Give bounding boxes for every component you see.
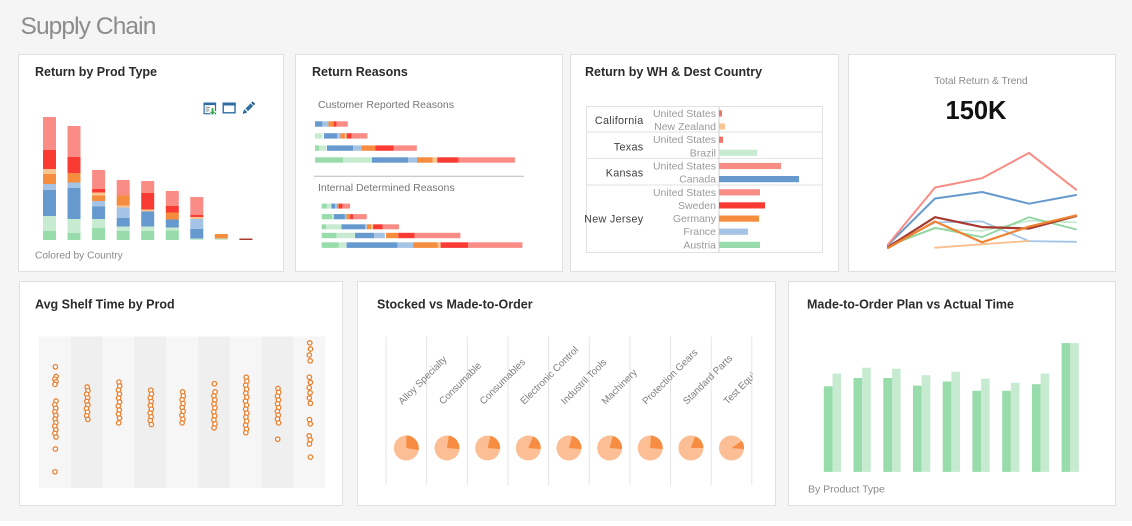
svg-text:United States: United States bbox=[653, 187, 716, 199]
svg-text:Made-to-Order Plan vs Actual T: Made-to-Order Plan vs Actual Time bbox=[807, 298, 1014, 312]
svg-text:Avg Shelf Time by Prod: Avg Shelf Time by Prod bbox=[35, 298, 175, 312]
svg-text:United States: United States bbox=[653, 134, 716, 146]
svg-text:Texas: Texas bbox=[614, 141, 644, 153]
svg-text:Return by Prod Type: Return by Prod Type bbox=[35, 65, 157, 79]
svg-text:Return Reasons: Return Reasons bbox=[312, 65, 408, 79]
svg-text:By Product Type: By Product Type bbox=[808, 484, 885, 496]
svg-text:Germany: Germany bbox=[673, 213, 717, 225]
svg-text:Austria: Austria bbox=[683, 239, 716, 251]
svg-text:California: California bbox=[595, 115, 644, 127]
svg-text:New Jersey: New Jersey bbox=[584, 214, 644, 226]
svg-text:Brazil: Brazil bbox=[690, 147, 716, 159]
svg-text:Supply Chain: Supply Chain bbox=[21, 13, 156, 40]
svg-text:Total Return & Trend: Total Return & Trend bbox=[934, 76, 1028, 87]
svg-text:Customer Reported Reasons: Customer Reported Reasons bbox=[318, 99, 454, 111]
svg-text:150K: 150K bbox=[946, 97, 1008, 125]
svg-text:Stocked vs Made-to-Order: Stocked vs Made-to-Order bbox=[377, 298, 533, 312]
svg-text:United States: United States bbox=[653, 108, 716, 120]
svg-text:Canada: Canada bbox=[679, 174, 716, 186]
svg-text:Internal Determined Reasons: Internal Determined Reasons bbox=[318, 182, 455, 194]
svg-text:Sweden: Sweden bbox=[678, 200, 716, 212]
svg-text:New Zealand: New Zealand bbox=[654, 121, 716, 133]
svg-text:Return by WH & Dest Country: Return by WH & Dest Country bbox=[585, 65, 762, 79]
svg-text:France: France bbox=[683, 226, 716, 238]
svg-text:United States: United States bbox=[653, 161, 716, 173]
svg-text:Kansas: Kansas bbox=[606, 168, 644, 180]
svg-text:Colored by Country: Colored by Country bbox=[35, 251, 124, 262]
